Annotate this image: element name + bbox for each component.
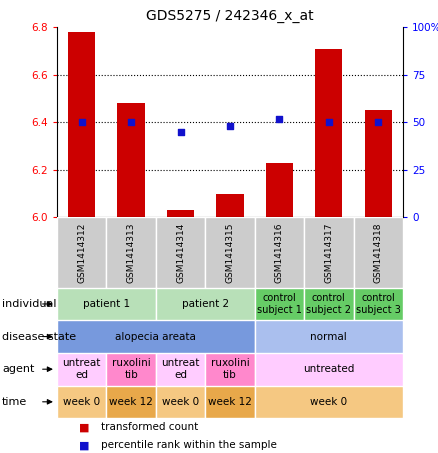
FancyBboxPatch shape — [254, 217, 304, 288]
Text: week 0: week 0 — [310, 397, 347, 407]
Bar — [167, 210, 194, 217]
Bar — [365, 111, 392, 217]
Title: GDS5275 / 242346_x_at: GDS5275 / 242346_x_at — [146, 10, 314, 24]
FancyBboxPatch shape — [205, 353, 254, 386]
Text: untreat
ed: untreat ed — [161, 358, 200, 380]
Text: agent: agent — [2, 364, 35, 374]
FancyBboxPatch shape — [57, 217, 106, 288]
Text: percentile rank within the sample: percentile rank within the sample — [101, 440, 277, 450]
Point — [177, 128, 184, 135]
FancyBboxPatch shape — [57, 353, 106, 386]
FancyBboxPatch shape — [156, 288, 254, 320]
Text: control
subject 3: control subject 3 — [356, 293, 401, 315]
FancyBboxPatch shape — [254, 288, 304, 320]
Text: patient 1: patient 1 — [83, 299, 130, 309]
FancyBboxPatch shape — [106, 217, 156, 288]
Text: week 0: week 0 — [63, 397, 100, 407]
FancyBboxPatch shape — [156, 217, 205, 288]
FancyBboxPatch shape — [156, 386, 205, 418]
Text: ruxolini
tib: ruxolini tib — [112, 358, 151, 380]
Text: individual: individual — [2, 299, 57, 309]
Point — [276, 115, 283, 122]
FancyBboxPatch shape — [254, 353, 403, 386]
FancyBboxPatch shape — [304, 217, 353, 288]
Text: transformed count: transformed count — [101, 422, 198, 432]
FancyBboxPatch shape — [106, 386, 156, 418]
Text: disease state: disease state — [2, 332, 76, 342]
Text: GSM1414318: GSM1414318 — [374, 222, 383, 283]
FancyBboxPatch shape — [57, 320, 254, 353]
Text: control
subject 1: control subject 1 — [257, 293, 302, 315]
Text: normal: normal — [311, 332, 347, 342]
Point — [127, 119, 134, 126]
Text: GSM1414312: GSM1414312 — [77, 222, 86, 283]
FancyBboxPatch shape — [254, 386, 403, 418]
Text: GSM1414313: GSM1414313 — [127, 222, 136, 283]
Text: ruxolini
tib: ruxolini tib — [211, 358, 249, 380]
FancyBboxPatch shape — [106, 353, 156, 386]
Text: GSM1414314: GSM1414314 — [176, 222, 185, 283]
Text: GSM1414316: GSM1414316 — [275, 222, 284, 283]
FancyBboxPatch shape — [57, 386, 106, 418]
FancyBboxPatch shape — [353, 217, 403, 288]
Point — [325, 119, 332, 126]
Text: week 0: week 0 — [162, 397, 199, 407]
Text: patient 2: patient 2 — [182, 299, 229, 309]
Point — [226, 122, 233, 130]
Text: untreated: untreated — [303, 364, 354, 374]
Point — [375, 119, 382, 126]
FancyBboxPatch shape — [254, 320, 403, 353]
Text: ■: ■ — [79, 422, 89, 432]
Bar — [266, 163, 293, 217]
Point — [78, 119, 85, 126]
Text: GSM1414317: GSM1414317 — [324, 222, 333, 283]
Text: time: time — [2, 397, 28, 407]
Text: week 12: week 12 — [109, 397, 153, 407]
Text: untreat
ed: untreat ed — [63, 358, 101, 380]
FancyBboxPatch shape — [156, 353, 205, 386]
Text: ■: ■ — [79, 440, 89, 450]
FancyBboxPatch shape — [57, 288, 156, 320]
Bar — [68, 32, 95, 217]
FancyBboxPatch shape — [205, 386, 254, 418]
Text: alopecia areata: alopecia areata — [115, 332, 196, 342]
FancyBboxPatch shape — [353, 288, 403, 320]
Text: week 12: week 12 — [208, 397, 252, 407]
Bar — [216, 194, 244, 217]
FancyBboxPatch shape — [205, 217, 254, 288]
Bar — [117, 103, 145, 217]
Text: GSM1414315: GSM1414315 — [226, 222, 234, 283]
Text: control
subject 2: control subject 2 — [306, 293, 351, 315]
Bar — [315, 48, 343, 217]
FancyBboxPatch shape — [304, 288, 353, 320]
